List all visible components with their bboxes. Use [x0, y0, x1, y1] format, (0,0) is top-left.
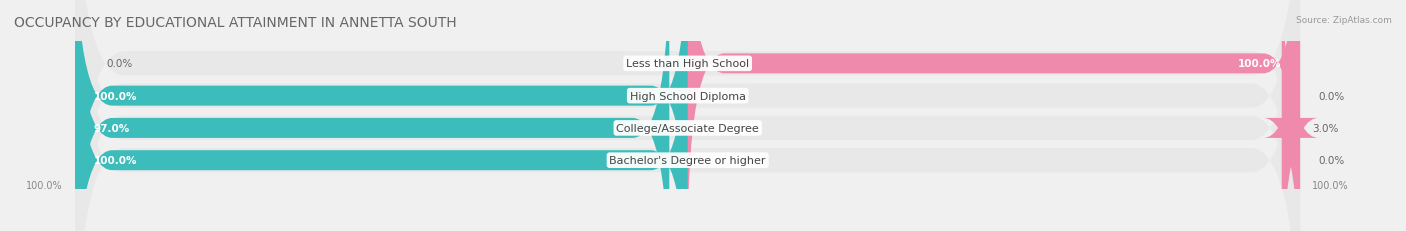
Text: 100.0%: 100.0% [94, 155, 138, 165]
FancyBboxPatch shape [76, 0, 1301, 231]
Text: 97.0%: 97.0% [94, 123, 129, 133]
FancyBboxPatch shape [76, 0, 688, 231]
FancyBboxPatch shape [76, 0, 1301, 231]
Text: 0.0%: 0.0% [1319, 155, 1344, 165]
Text: 100.0%: 100.0% [1239, 59, 1282, 69]
FancyBboxPatch shape [76, 0, 669, 231]
Text: College/Associate Degree: College/Associate Degree [616, 123, 759, 133]
Text: Less than High School: Less than High School [626, 59, 749, 69]
Text: OCCUPANCY BY EDUCATIONAL ATTAINMENT IN ANNETTA SOUTH: OCCUPANCY BY EDUCATIONAL ATTAINMENT IN A… [14, 16, 457, 30]
Text: High School Diploma: High School Diploma [630, 91, 745, 101]
Text: 0.0%: 0.0% [105, 59, 132, 69]
Text: 0.0%: 0.0% [1319, 91, 1344, 101]
FancyBboxPatch shape [76, 0, 688, 231]
FancyBboxPatch shape [76, 0, 1301, 231]
Text: Source: ZipAtlas.com: Source: ZipAtlas.com [1296, 16, 1392, 25]
FancyBboxPatch shape [76, 0, 1301, 231]
Text: 100.0%: 100.0% [27, 181, 63, 191]
Text: Bachelor's Degree or higher: Bachelor's Degree or higher [609, 155, 766, 165]
Text: 3.0%: 3.0% [1312, 123, 1339, 133]
Text: 100.0%: 100.0% [1312, 181, 1350, 191]
Text: 100.0%: 100.0% [94, 91, 138, 101]
FancyBboxPatch shape [688, 0, 1301, 231]
FancyBboxPatch shape [1264, 0, 1319, 231]
